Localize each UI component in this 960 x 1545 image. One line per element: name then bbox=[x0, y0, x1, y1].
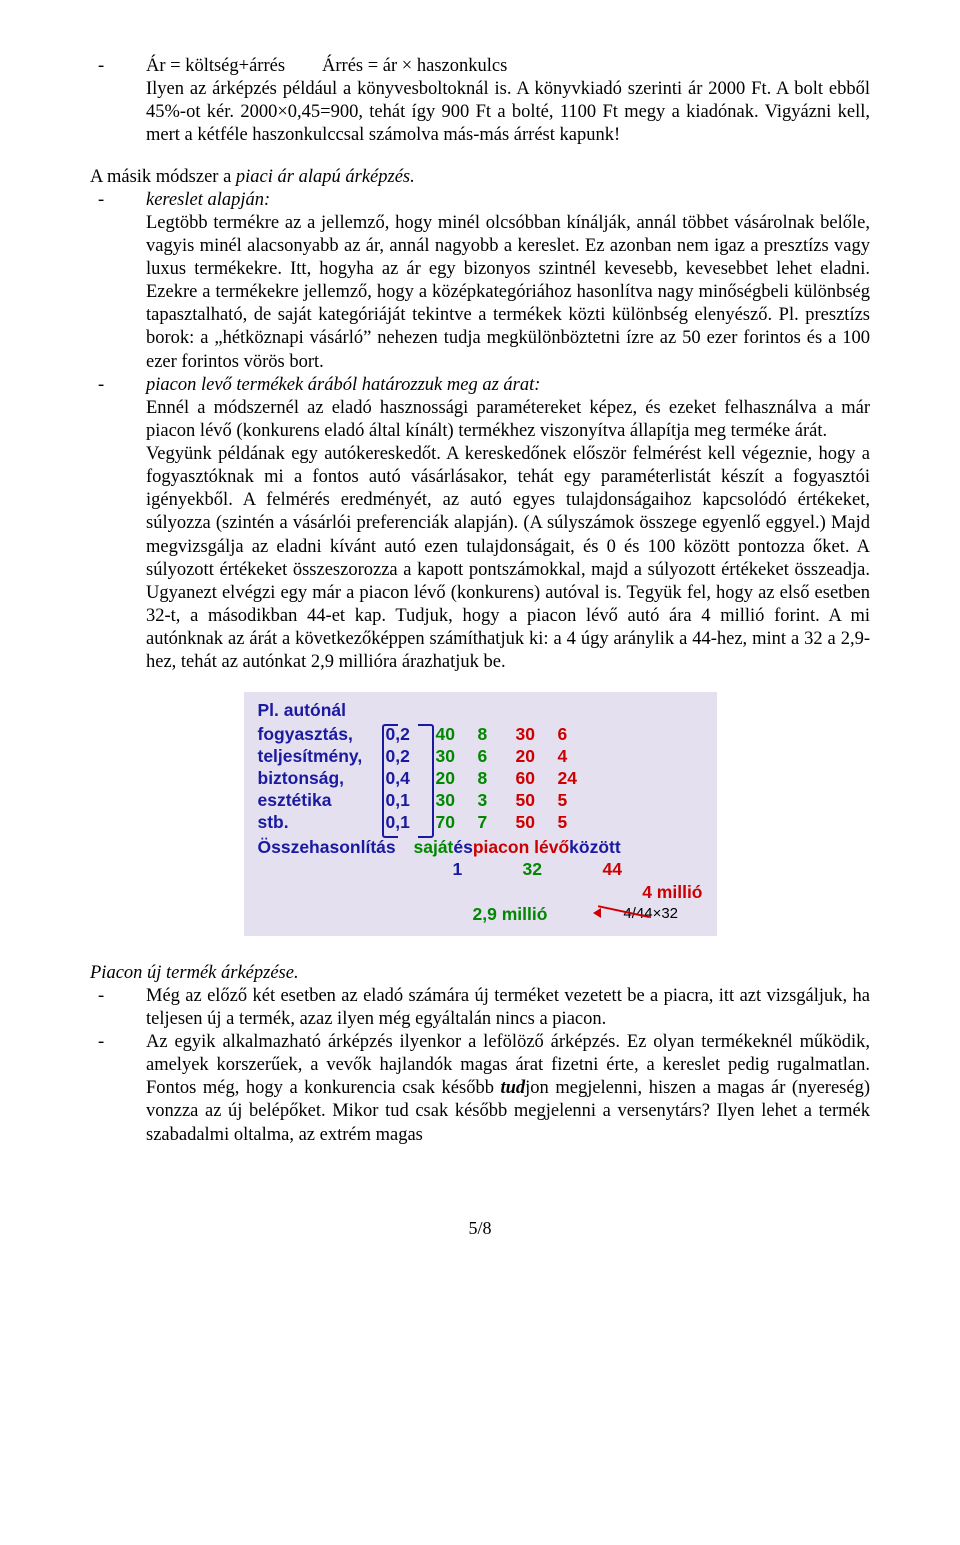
cell: 5 bbox=[558, 812, 598, 834]
bullet-item: - piacon levő termékek árából határozzuk… bbox=[90, 374, 870, 675]
bullet-dash: - bbox=[90, 189, 146, 374]
cell: 7 bbox=[478, 812, 516, 834]
text-italic: piacon levő termékek árából határozzuk m… bbox=[146, 375, 540, 395]
cell: 5 bbox=[558, 790, 598, 812]
cell: 60 bbox=[516, 768, 558, 790]
bracket-icon bbox=[382, 724, 398, 838]
cell: 8 bbox=[478, 768, 516, 790]
cell: 6 bbox=[558, 724, 598, 746]
figure-data-row: esztétika0,1303505 bbox=[258, 790, 703, 812]
bullet-item: - Még az előző két esetben az eladó szám… bbox=[90, 985, 870, 1031]
cell: 50 bbox=[516, 790, 558, 812]
paragraph: Vegyünk példának egy autókereskedőt. A k… bbox=[146, 443, 870, 674]
figure-data-row: teljesítmény,0,2306204 bbox=[258, 746, 703, 768]
bullet-dash: - bbox=[90, 1031, 146, 1147]
text: 2,9 millió bbox=[473, 904, 548, 926]
text: 1 bbox=[453, 859, 523, 881]
cell: stb. bbox=[258, 812, 386, 834]
text: között bbox=[569, 837, 621, 859]
paragraph: Ilyen az árképzés például a könyvesbolto… bbox=[146, 78, 870, 147]
cell: fogyasztás, bbox=[258, 724, 386, 746]
page-number: 5/8 bbox=[90, 1217, 870, 1240]
arrow-icon bbox=[597, 902, 655, 922]
cell: 3 bbox=[478, 790, 516, 812]
bracket-icon bbox=[418, 724, 434, 838]
calculation-figure: Pl. autónál fogyasztás,0,2408306teljesít… bbox=[244, 692, 717, 935]
figure-data-row: stb.0,1707505 bbox=[258, 812, 703, 834]
cell: 30 bbox=[436, 746, 478, 768]
cell: 8 bbox=[478, 724, 516, 746]
bullet-dash: - bbox=[90, 374, 146, 675]
heading-italic: Piacon új termék árképzése. bbox=[90, 962, 870, 985]
text: A másik módszer a bbox=[90, 167, 236, 187]
bullet-item: - Ár = költség+árrés Árrés = ár × haszon… bbox=[90, 55, 870, 148]
figure-summary-row: Összehasonlítás saját és piacon lévő köz… bbox=[258, 837, 703, 859]
text: saját bbox=[414, 837, 454, 859]
figure-data-row: fogyasztás,0,2408306 bbox=[258, 724, 703, 746]
text: piacon lévő bbox=[473, 837, 569, 859]
figure-row: 1 32 44 bbox=[258, 859, 703, 881]
cell: 50 bbox=[516, 812, 558, 834]
formula-line: Ár = költség+árrés Árrés = ár × haszonku… bbox=[146, 55, 870, 78]
bullet-dash: - bbox=[90, 985, 146, 1031]
text: 32 bbox=[523, 859, 603, 881]
text-italic: piaci ár alapú árképzés. bbox=[236, 167, 415, 187]
cell: 4 bbox=[558, 746, 598, 768]
text: Összehasonlítás bbox=[258, 837, 414, 859]
text: 4 millió bbox=[258, 882, 715, 904]
bullet-item: - kereslet alapján: Legtöbb termékre az … bbox=[90, 189, 870, 374]
cell: 30 bbox=[436, 790, 478, 812]
cell: biztonság, bbox=[258, 768, 386, 790]
figure-title: Pl. autónál bbox=[258, 700, 703, 722]
paragraph: A másik módszer a piaci ár alapú árképzé… bbox=[90, 166, 870, 189]
cell: 20 bbox=[516, 746, 558, 768]
paragraph: Még az előző két esetben az eladó számár… bbox=[146, 985, 870, 1031]
bullet-dash: - bbox=[90, 55, 146, 148]
paragraph: Ennél a módszernél az eladó hasznossági … bbox=[146, 397, 870, 443]
cell: 6 bbox=[478, 746, 516, 768]
cell: 20 bbox=[436, 768, 478, 790]
cell: 30 bbox=[516, 724, 558, 746]
paragraph: Legtöbb termékre az a jellemző, hogy min… bbox=[146, 212, 870, 374]
paragraph: Az egyik alkalmazható árképzés ilyenkor … bbox=[146, 1031, 870, 1147]
cell: 70 bbox=[436, 812, 478, 834]
cell: esztétika bbox=[258, 790, 386, 812]
text: és bbox=[453, 837, 472, 859]
text-italic: kereslet alapján: bbox=[146, 190, 270, 210]
cell: 40 bbox=[436, 724, 478, 746]
text-bold-italic: tud bbox=[500, 1078, 525, 1098]
bullet-item: - Az egyik alkalmazható árképzés ilyenko… bbox=[90, 1031, 870, 1147]
cell: 24 bbox=[558, 768, 598, 790]
cell: teljesítmény, bbox=[258, 746, 386, 768]
text: 44 bbox=[603, 859, 622, 881]
figure-data-row: biztonság,0,42086024 bbox=[258, 768, 703, 790]
